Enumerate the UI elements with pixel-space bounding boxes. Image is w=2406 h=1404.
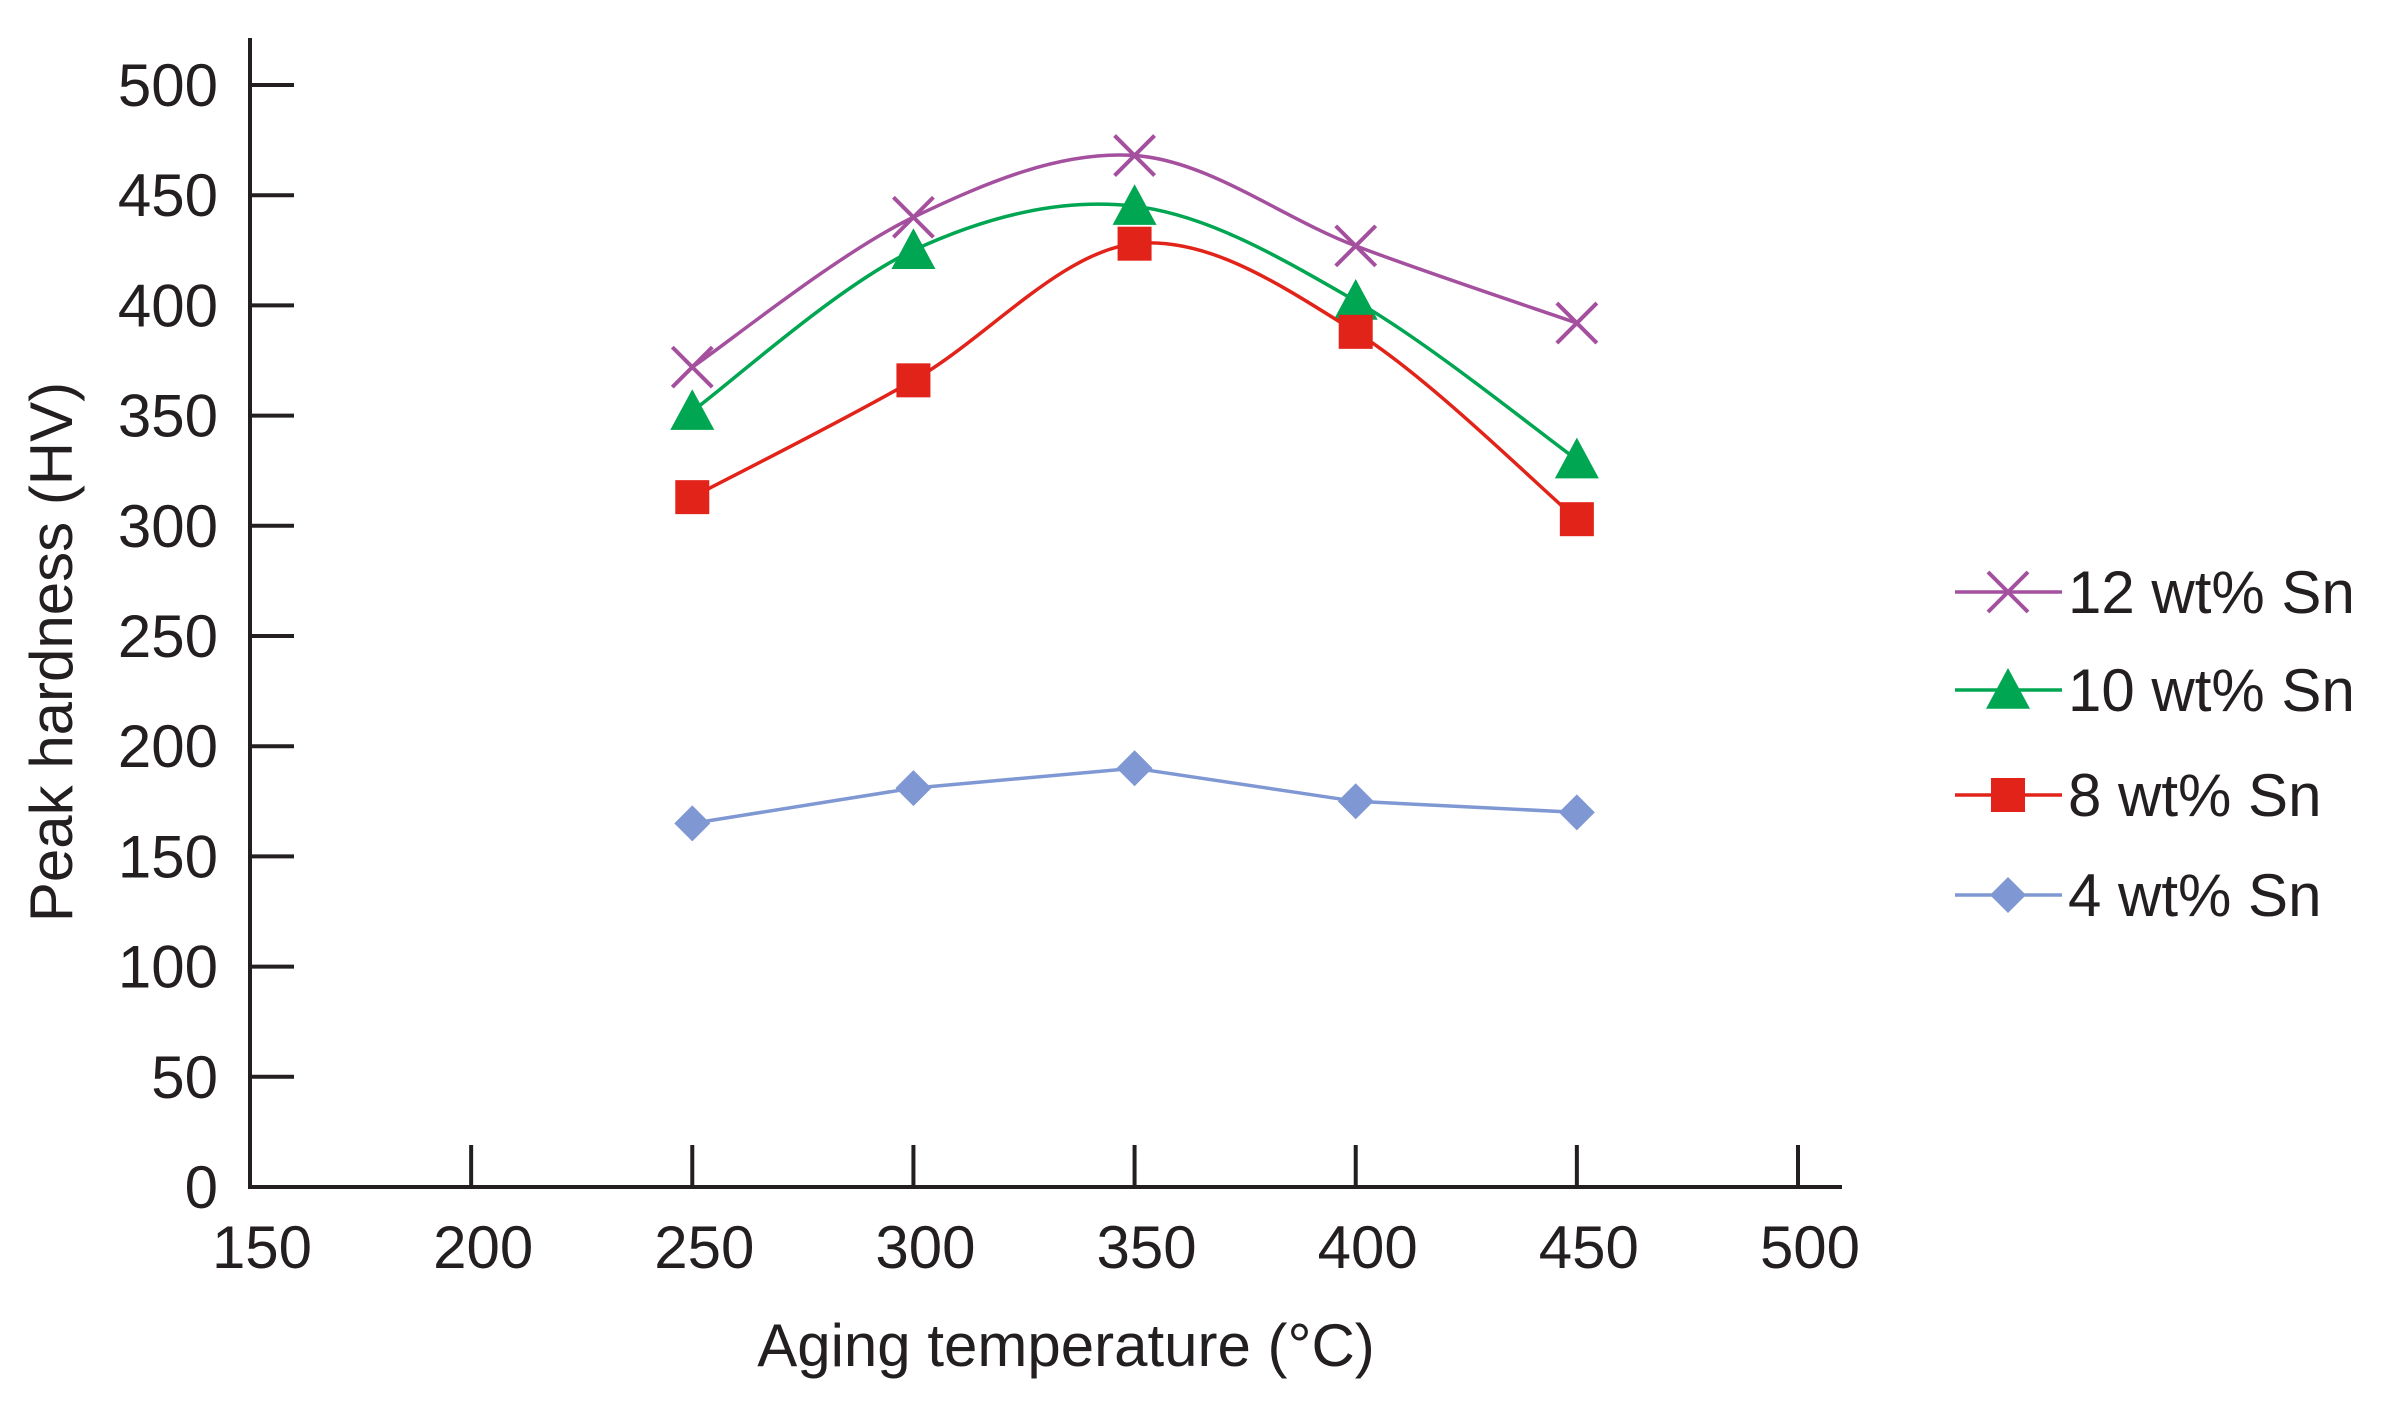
data-point — [896, 363, 931, 398]
data-point — [1555, 301, 1599, 345]
data-point — [670, 345, 714, 389]
data-point — [675, 480, 710, 515]
x-tick-label: 450 — [1539, 1214, 1639, 1281]
series-10-wt-sn — [670, 184, 1599, 479]
legend-marker — [1990, 877, 2026, 913]
data-point — [1558, 794, 1595, 831]
data-point — [1333, 278, 1378, 320]
x-tick-label: 500 — [1760, 1214, 1860, 1281]
data-point — [1338, 314, 1373, 349]
data-point — [1117, 226, 1152, 261]
data-point — [670, 389, 715, 430]
x-axis-ticks: 150 200 250 300 350 400 450 500 — [212, 1145, 1860, 1281]
legend-item: 8 wt% Sn — [1955, 762, 2321, 829]
x-tick-label: 350 — [1097, 1214, 1197, 1281]
y-tick-label: 200 — [118, 713, 218, 780]
data-point — [1112, 184, 1157, 225]
data-point — [674, 805, 711, 842]
data-point — [1559, 502, 1594, 537]
x-tick-label: 300 — [875, 1214, 975, 1281]
legend-item: 10 wt% Sn — [1955, 657, 2355, 724]
y-tick-label: 0 — [185, 1154, 218, 1221]
y-tick-label: 400 — [118, 272, 218, 339]
y-axis-ticks: 0 50 100 150 200 250 300 350 400 450 500 — [118, 52, 294, 1221]
legend: 12 wt% Sn 10 wt% Sn 8 wt% Sn 4 wt% Sn — [1955, 559, 2355, 929]
series-layer — [670, 134, 1599, 842]
y-tick-label: 350 — [118, 383, 218, 450]
x-tick-label: 150 — [212, 1214, 312, 1281]
data-point — [1337, 783, 1374, 820]
data-point — [891, 228, 936, 269]
data-point — [1334, 224, 1378, 268]
legend-item: 12 wt% Sn — [1955, 559, 2355, 626]
y-tick-label: 300 — [118, 493, 218, 560]
legend-label: 10 wt% Sn — [2068, 657, 2355, 724]
legend-marker — [1986, 668, 2030, 709]
y-tick-label: 150 — [118, 823, 218, 890]
data-point — [1554, 437, 1599, 479]
data-point — [892, 195, 935, 239]
legend-label: 12 wt% Sn — [2068, 559, 2355, 626]
x-tick-label: 250 — [654, 1214, 754, 1281]
y-tick-label: 250 — [118, 603, 218, 670]
data-point — [895, 770, 932, 807]
data-point — [1113, 134, 1156, 177]
x-axis-title: Aging temperature (°C) — [757, 1312, 1375, 1379]
y-tick-label: 450 — [118, 162, 218, 229]
series-8-wt-sn — [675, 226, 1594, 537]
x-tick-label: 200 — [433, 1214, 533, 1281]
y-axis-title: Peak hardness (HV) — [18, 382, 85, 922]
legend-label: 8 wt% Sn — [2068, 762, 2321, 829]
y-tick-label: 50 — [151, 1044, 218, 1111]
data-point — [1116, 750, 1153, 787]
series-4-wt-sn — [674, 750, 1595, 842]
y-tick-label: 500 — [118, 52, 218, 119]
series-12-wt-sn — [670, 134, 1599, 389]
x-tick-label: 400 — [1318, 1214, 1418, 1281]
legend-item: 4 wt% Sn — [1955, 862, 2321, 929]
y-tick-label: 100 — [118, 934, 218, 1001]
legend-label: 4 wt% Sn — [2068, 862, 2321, 929]
axes — [248, 38, 1842, 1189]
legend-marker — [1986, 570, 2030, 614]
legend-marker — [1991, 778, 2025, 812]
series-line — [691, 241, 1578, 521]
